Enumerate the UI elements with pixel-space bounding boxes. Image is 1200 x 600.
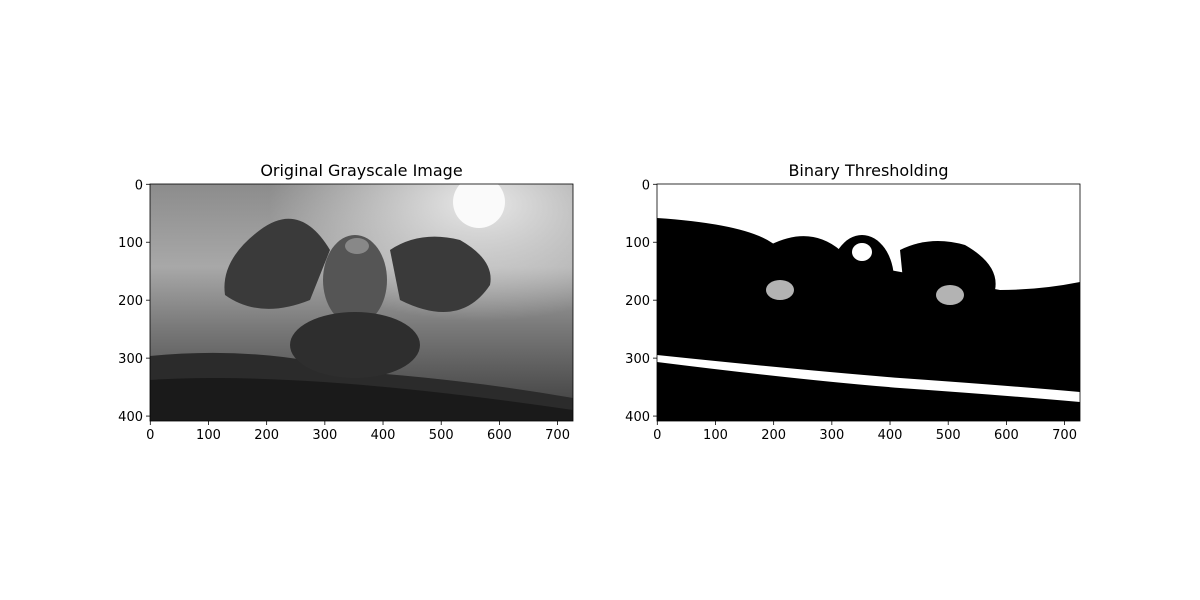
x-tick-label: 500	[429, 428, 454, 443]
x-tick-label: 100	[196, 428, 221, 443]
grayscale-image	[150, 184, 573, 421]
x-tick-label: 400	[371, 428, 396, 443]
x-tick-label: 200	[254, 428, 279, 443]
x-tick-label: 400	[878, 428, 903, 443]
y-tick-label: 300	[118, 352, 143, 367]
x-tick-label: 600	[994, 428, 1019, 443]
y-tick-label: 0	[642, 178, 650, 193]
x-tick-label: 300	[312, 428, 337, 443]
y-tick-label: 200	[118, 294, 143, 309]
y-tick-label: 0	[135, 178, 143, 193]
axes-frame	[656, 183, 1081, 422]
y-tick-label: 300	[625, 352, 650, 367]
binary-image	[657, 184, 1080, 421]
y-tick-label: 100	[118, 236, 143, 251]
y-tick-label: 100	[625, 236, 650, 251]
x-tick-label: 500	[936, 428, 961, 443]
x-tick-label: 0	[146, 428, 154, 443]
x-tick-label: 700	[1052, 428, 1077, 443]
axes-frame	[149, 183, 574, 422]
x-tick-label: 700	[545, 428, 570, 443]
axes-title: Binary Thresholding	[788, 161, 948, 180]
x-tick-label: 200	[761, 428, 786, 443]
x-tick-label: 600	[487, 428, 512, 443]
x-tick-label: 300	[819, 428, 844, 443]
x-tick-label: 0	[653, 428, 661, 443]
y-tick-label: 400	[625, 410, 650, 425]
y-tick-label: 400	[118, 410, 143, 425]
x-tick-label: 100	[703, 428, 728, 443]
y-tick-label: 200	[625, 294, 650, 309]
axes-title: Original Grayscale Image	[260, 161, 462, 180]
